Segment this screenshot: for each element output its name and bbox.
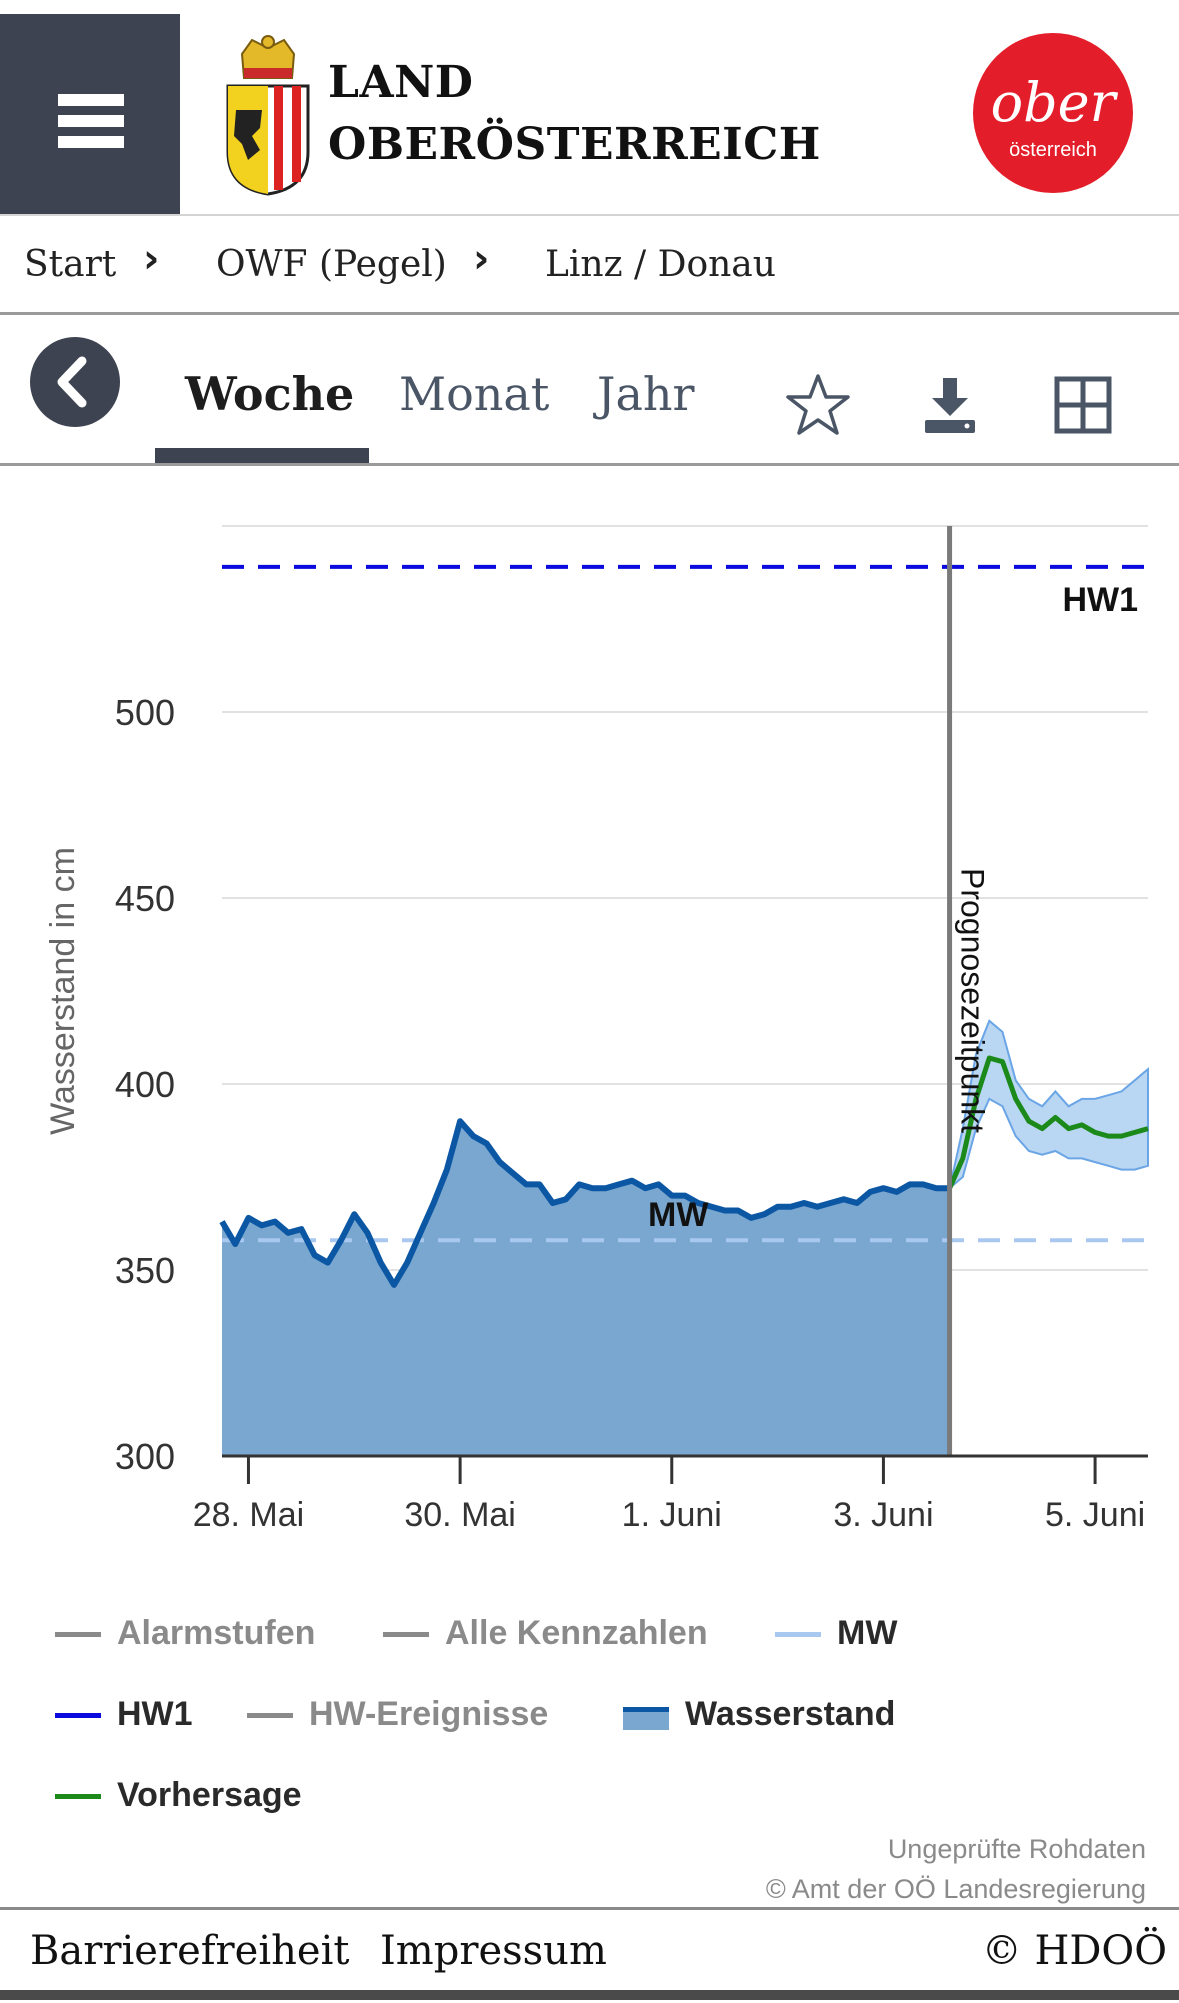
menu-button[interactable]	[0, 14, 180, 214]
breadcrumb-item-start[interactable]: Start	[24, 244, 117, 285]
menu-icon-bar	[58, 136, 124, 148]
x-axis-ticks: 28. Mai 30. Mai 1. Juni 3. Juni 5. Juni	[193, 1456, 1145, 1534]
mw-annotation: MW	[648, 1196, 709, 1234]
forecast-line	[947, 1055, 1149, 1190]
footer-link-impressum[interactable]: Impressum	[380, 1928, 607, 1974]
y-tick-label: 450	[115, 878, 175, 919]
y-tick-label: 500	[115, 692, 175, 733]
tab-monat[interactable]: Monat	[399, 367, 550, 421]
legend-swatch	[775, 1632, 821, 1637]
hw1-annotation: HW1	[1062, 581, 1138, 619]
footer-bottom-bar	[0, 1990, 1179, 2000]
legend-item-alarmstufen[interactable]: Alarmstufen	[117, 1614, 316, 1652]
logo-line-1: LAND	[328, 57, 474, 108]
oberoesterreich-brand-logo[interactable]: ober österreich	[973, 33, 1133, 193]
legend-swatch	[383, 1632, 429, 1637]
brand-logo-top: ober	[990, 71, 1116, 134]
legend-swatch	[55, 1713, 101, 1718]
legend-item-hw-ereignisse[interactable]: HW-Ereignisse	[309, 1695, 549, 1733]
active-tab-indicator	[155, 448, 369, 463]
y-tick-label: 300	[115, 1436, 175, 1477]
legend-swatch	[623, 1707, 669, 1730]
grid-icon[interactable]	[1048, 370, 1118, 440]
x-tick-label: 1. Juni	[622, 1496, 722, 1534]
y-axis-ticks: 300 350 400 450 500	[115, 692, 175, 1477]
period-tab-bar: Woche Monat Jahr	[0, 315, 1179, 466]
y-tick-label: 350	[115, 1250, 175, 1291]
chevron-right-icon: ›	[143, 236, 160, 282]
x-tick-label: 28. Mai	[193, 1496, 305, 1534]
forecast-point-annotation: Prognosezeitpunkt	[955, 868, 991, 1133]
menu-icon-bar	[58, 94, 124, 106]
download-icon[interactable]	[915, 370, 985, 440]
water-level-chart: 300 350 400 450 500 28. Mai 30. Mai 1. Juni 3. …	[44, 525, 1149, 1534]
menu-icon-bar	[58, 115, 124, 127]
y-axis-label: Wasserstand in cm	[44, 847, 82, 1135]
legend-item-vorhersage[interactable]: Vorhersage	[117, 1776, 302, 1814]
legend-item-mw[interactable]: MW	[837, 1614, 898, 1652]
coat-of-arms-icon	[226, 35, 310, 196]
x-tick-label: 3. Juni	[833, 1496, 933, 1534]
footer-copyright: © HDOÖ	[981, 1928, 1167, 1974]
footer-link-barrierefreiheit[interactable]: Barrierefreiheit	[30, 1928, 350, 1974]
tab-jahr[interactable]: Jahr	[597, 367, 695, 421]
breadcrumb-item-current: Linz / Donau	[545, 244, 776, 285]
breadcrumb-item-owf[interactable]: OWF (Pegel)	[216, 244, 447, 285]
water-level-area	[222, 1121, 950, 1456]
legend-swatch	[55, 1794, 101, 1799]
legend-item-hw1[interactable]: HW1	[117, 1695, 193, 1733]
site-logo-text[interactable]: LAND OBERÖSTERREICH	[328, 52, 821, 176]
site-header: LAND OBERÖSTERREICH ober österreich	[0, 0, 1179, 216]
tab-woche[interactable]: Woche	[185, 367, 355, 421]
chevron-right-icon: ›	[473, 236, 490, 282]
star-icon[interactable]	[783, 370, 853, 440]
legend-item-alle-kennzahlen[interactable]: Alle Kennzahlen	[445, 1614, 708, 1652]
y-tick-label: 400	[115, 1064, 175, 1105]
logo-line-2: OBERÖSTERREICH	[328, 119, 821, 170]
chevron-left-icon	[57, 356, 87, 408]
back-button[interactable]	[30, 337, 120, 427]
brand-logo-bottom: österreich	[1009, 139, 1097, 161]
x-tick-label: 5. Juni	[1045, 1496, 1145, 1534]
raw-data-note: Ungeprüfte Rohdaten	[887, 1834, 1146, 1864]
copyright-note: © Amt der OÖ Landesregierung	[765, 1874, 1146, 1904]
site-footer: Barrierefreiheit Impressum © HDOÖ	[0, 1907, 1179, 2003]
breadcrumb: Start › OWF (Pegel) › Linz / Donau	[0, 216, 1179, 315]
legend-item-wasserstand[interactable]: Wasserstand	[685, 1695, 896, 1733]
legend-swatch	[247, 1713, 293, 1718]
water-level-line	[219, 1118, 950, 1288]
legend-swatch	[55, 1632, 101, 1637]
x-tick-label: 30. Mai	[404, 1496, 516, 1534]
